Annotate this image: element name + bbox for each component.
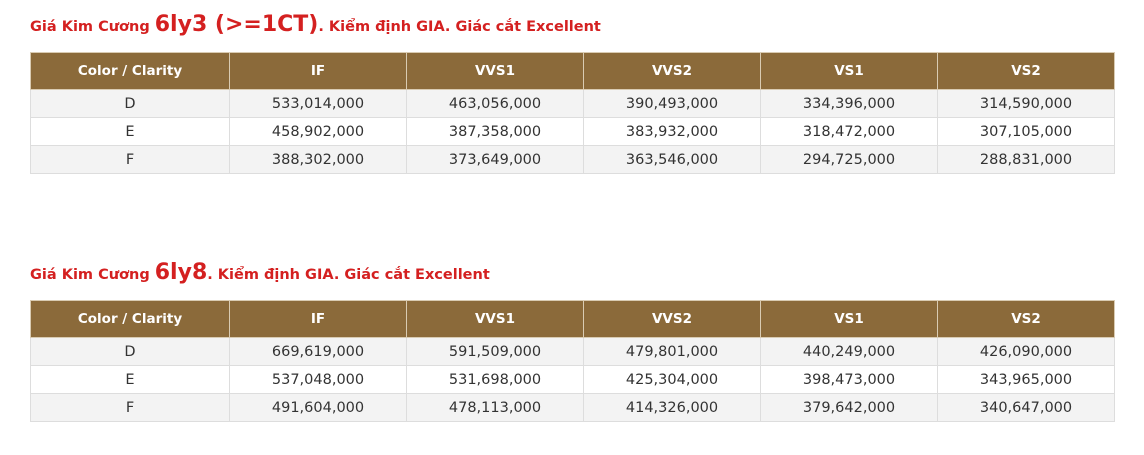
title-prefix: Giá Kim Cương <box>30 19 155 35</box>
title-suffix: . Kiểm định GIA. Giác cắt Excellent <box>318 19 601 35</box>
cell-price: 533,014,000 <box>229 89 407 118</box>
cell-price: 440,249,000 <box>760 337 938 366</box>
cell-price: 343,965,000 <box>937 365 1115 394</box>
title-prefix: Giá Kim Cương <box>30 267 155 283</box>
title-size: 6ly3 (>=1CT) <box>154 12 319 37</box>
table-row: E 458,902,000 387,358,000 383,932,000 31… <box>30 117 1115 146</box>
cell-price: 390,493,000 <box>583 89 761 118</box>
cell-price: 334,396,000 <box>760 89 938 118</box>
header-color-clarity: Color / Clarity <box>30 52 230 90</box>
cell-price: 426,090,000 <box>937 337 1115 366</box>
cell-price: 478,113,000 <box>406 393 584 422</box>
table-row: F 491,604,000 478,113,000 414,326,000 37… <box>30 393 1115 422</box>
header-vvs2: VVS2 <box>583 52 761 90</box>
cell-price: 340,647,000 <box>937 393 1115 422</box>
cell-price: 318,472,000 <box>760 117 938 146</box>
cell-color: E <box>30 117 230 146</box>
cell-color: E <box>30 365 230 394</box>
table-row: D 533,014,000 463,056,000 390,493,000 33… <box>30 89 1115 118</box>
price-table: Color / Clarity IF VVS1 VVS2 VS1 VS2 D 5… <box>30 52 1115 174</box>
section-title: Giá Kim Cương 6ly8. Kiểm định GIA. Giác … <box>30 258 1115 288</box>
header-vvs1: VVS1 <box>406 300 584 338</box>
cell-price: 307,105,000 <box>937 117 1115 146</box>
title-size: 6ly8 <box>154 260 208 285</box>
cell-color: D <box>30 89 230 118</box>
cell-price: 463,056,000 <box>406 89 584 118</box>
cell-price: 531,698,000 <box>406 365 584 394</box>
cell-price: 458,902,000 <box>229 117 407 146</box>
table-header-row: Color / Clarity IF VVS1 VVS2 VS1 VS2 <box>30 52 1115 90</box>
cell-price: 294,725,000 <box>760 145 938 174</box>
cell-price: 373,649,000 <box>406 145 584 174</box>
price-table: Color / Clarity IF VVS1 VVS2 VS1 VS2 D 6… <box>30 300 1115 422</box>
header-vs1: VS1 <box>760 52 938 90</box>
cell-price: 379,642,000 <box>760 393 938 422</box>
cell-price: 288,831,000 <box>937 145 1115 174</box>
cell-price: 537,048,000 <box>229 365 407 394</box>
cell-price: 425,304,000 <box>583 365 761 394</box>
cell-price: 591,509,000 <box>406 337 584 366</box>
price-section-6ly3: Giá Kim Cương 6ly3 (>=1CT). Kiểm định GI… <box>30 10 1115 174</box>
title-suffix: . Kiểm định GIA. Giác cắt Excellent <box>207 267 490 283</box>
table-row: F 388,302,000 373,649,000 363,546,000 29… <box>30 145 1115 174</box>
header-vs1: VS1 <box>760 300 938 338</box>
table-header-row: Color / Clarity IF VVS1 VVS2 VS1 VS2 <box>30 300 1115 338</box>
cell-price: 398,473,000 <box>760 365 938 394</box>
cell-price: 388,302,000 <box>229 145 407 174</box>
header-vs2: VS2 <box>937 52 1115 90</box>
table-row: E 537,048,000 531,698,000 425,304,000 39… <box>30 365 1115 394</box>
cell-price: 363,546,000 <box>583 145 761 174</box>
price-section-6ly8: Giá Kim Cương 6ly8. Kiểm định GIA. Giác … <box>30 258 1115 422</box>
header-vvs2: VVS2 <box>583 300 761 338</box>
cell-price: 669,619,000 <box>229 337 407 366</box>
cell-price: 491,604,000 <box>229 393 407 422</box>
cell-price: 383,932,000 <box>583 117 761 146</box>
cell-price: 479,801,000 <box>583 337 761 366</box>
cell-color: F <box>30 393 230 422</box>
cell-color: F <box>30 145 230 174</box>
header-if: IF <box>229 52 407 90</box>
cell-price: 314,590,000 <box>937 89 1115 118</box>
section-title: Giá Kim Cương 6ly3 (>=1CT). Kiểm định GI… <box>30 10 1115 40</box>
header-vs2: VS2 <box>937 300 1115 338</box>
header-if: IF <box>229 300 407 338</box>
cell-price: 414,326,000 <box>583 393 761 422</box>
header-vvs1: VVS1 <box>406 52 584 90</box>
header-color-clarity: Color / Clarity <box>30 300 230 338</box>
table-row: D 669,619,000 591,509,000 479,801,000 44… <box>30 337 1115 366</box>
cell-price: 387,358,000 <box>406 117 584 146</box>
cell-color: D <box>30 337 230 366</box>
